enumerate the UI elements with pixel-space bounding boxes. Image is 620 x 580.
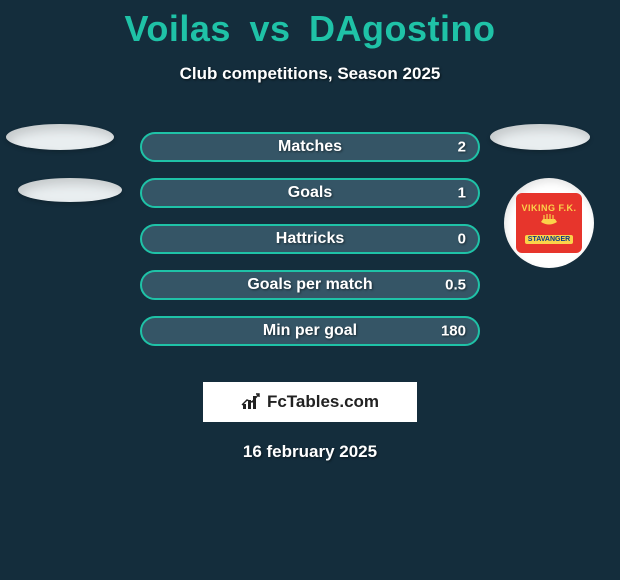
stat-value: 2 xyxy=(458,139,466,156)
vs-label: vs xyxy=(249,8,290,49)
stat-bar: Min per goal 180 xyxy=(140,316,480,346)
stat-label: Matches xyxy=(278,138,342,156)
stat-row: Matches 2 xyxy=(0,132,620,178)
infographic-container: Voilas vs DAgostino Club competitions, S… xyxy=(0,0,620,580)
stat-bar: Matches 2 xyxy=(140,132,480,162)
stats-list: Matches 2 Goals 1 Hattricks 0 Goals per match 0… xyxy=(0,132,620,362)
stat-bar: Goals 1 xyxy=(140,178,480,208)
page-title: Voilas vs DAgostino xyxy=(0,0,620,50)
stat-row: Min per goal 180 xyxy=(0,316,620,362)
stat-value: 0 xyxy=(458,231,466,248)
stat-value: 180 xyxy=(441,323,466,340)
stat-bar: Hattricks 0 xyxy=(140,224,480,254)
stat-label: Goals per match xyxy=(247,276,372,294)
stat-row: Goals 1 xyxy=(0,178,620,224)
brand-footer: FcTables.com xyxy=(203,382,417,422)
stat-row: Goals per match 0.5 xyxy=(0,270,620,316)
stat-label: Hattricks xyxy=(276,230,344,248)
stat-value: 0.5 xyxy=(445,277,466,294)
stat-label: Min per goal xyxy=(263,322,357,340)
brand-label: FcTables.com xyxy=(267,392,379,412)
date-label: 16 february 2025 xyxy=(0,442,620,462)
player-a-name: Voilas xyxy=(125,8,231,49)
stat-label: Goals xyxy=(288,184,332,202)
stat-value: 1 xyxy=(458,185,466,202)
stat-bar: Goals per match 0.5 xyxy=(140,270,480,300)
stat-row: Hattricks 0 xyxy=(0,224,620,270)
chart-icon xyxy=(241,393,261,411)
player-b-name: DAgostino xyxy=(309,8,495,49)
subtitle: Club competitions, Season 2025 xyxy=(0,64,620,84)
